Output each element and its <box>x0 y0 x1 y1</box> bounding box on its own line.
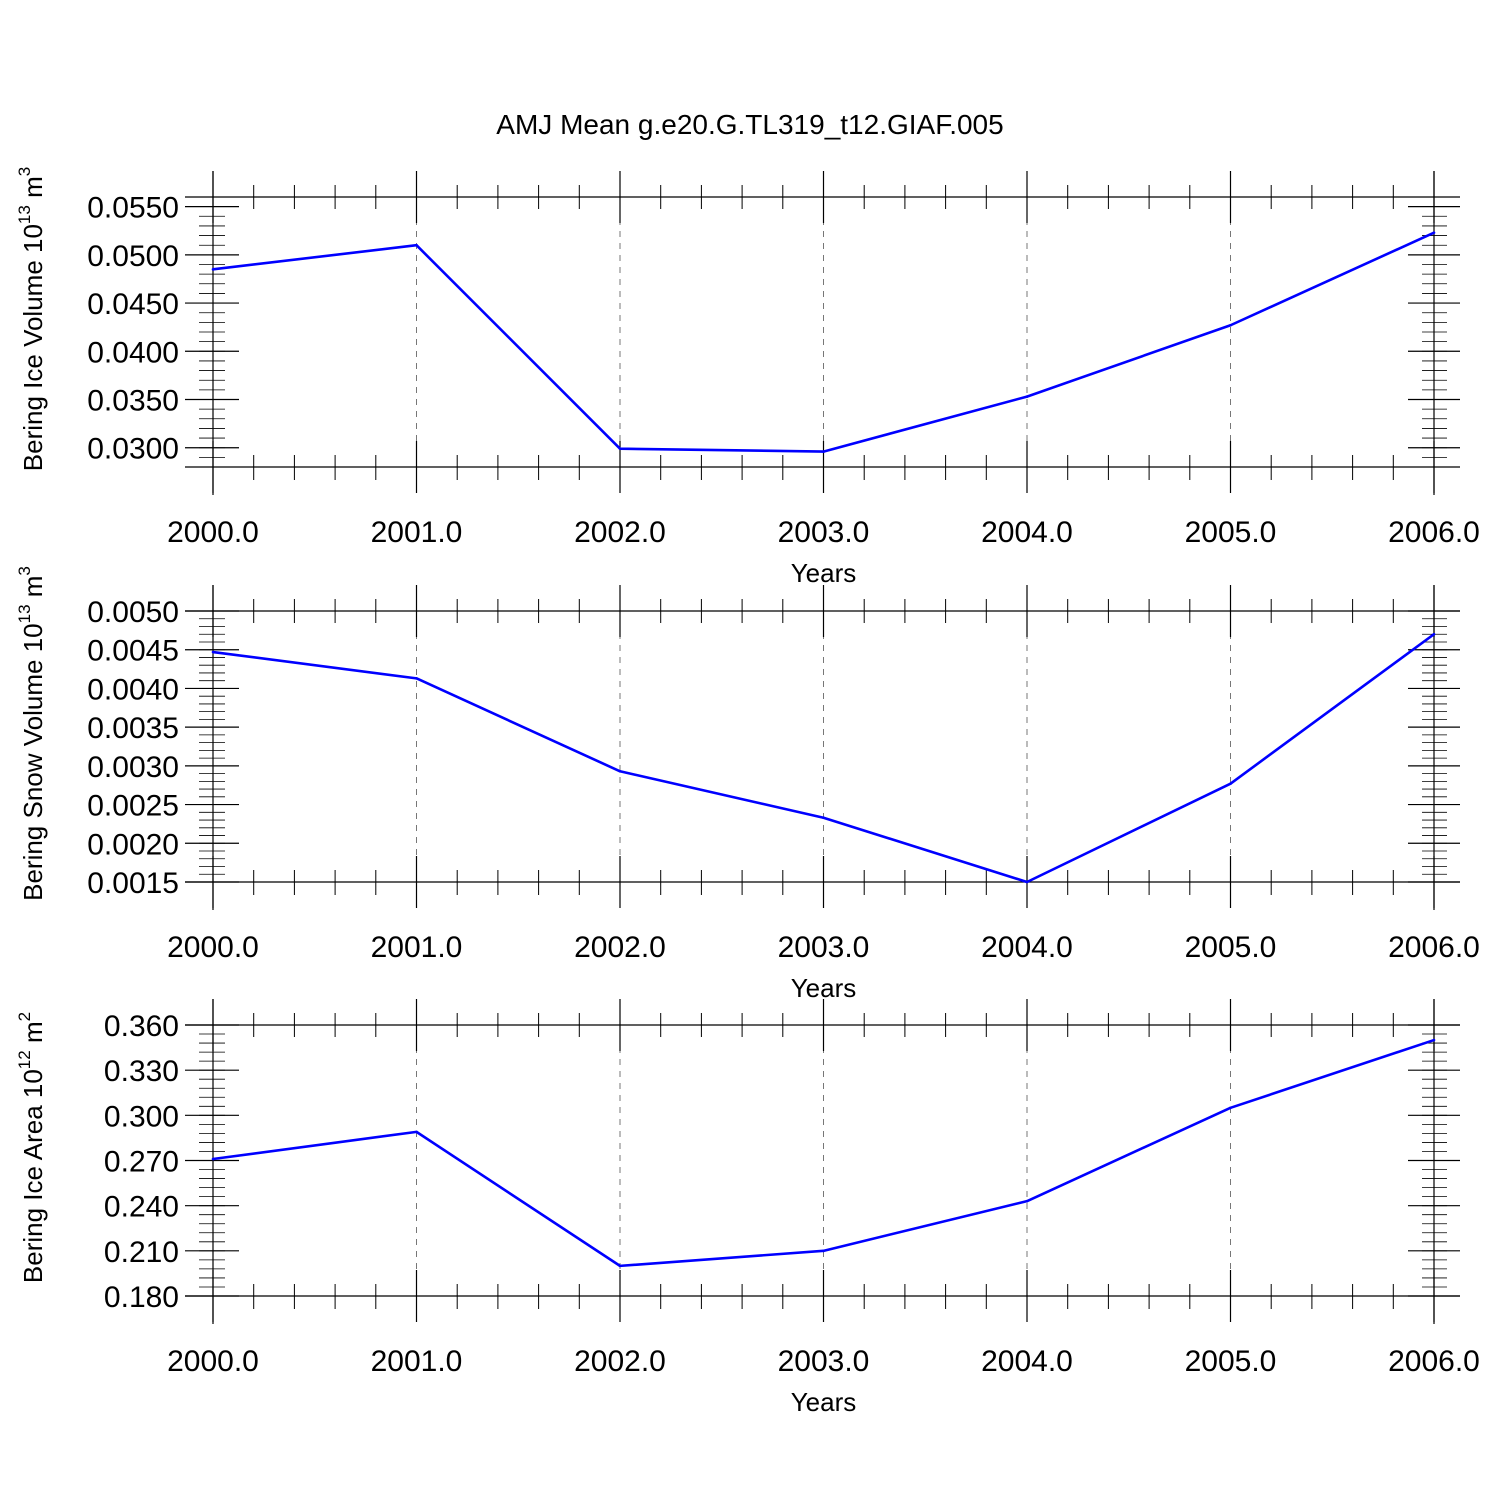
y-tick-label: 0.0025 <box>87 790 179 823</box>
data-point <box>1229 782 1232 785</box>
data-point <box>822 1249 825 1253</box>
data-point <box>618 1264 622 1268</box>
y-axis-title: Bering Ice Volume 1013 m3 <box>15 167 48 471</box>
data-point <box>211 268 215 271</box>
y-tick-label: 0.0500 <box>87 240 179 273</box>
panel-3: 2000.0 2001.0 2002.0 2003.0 2004.0 2005.0 2006… <box>15 999 1480 1417</box>
panel-2: 2000.0 2001.0 2002.0 2003.0 2004.0 2005.0 2006… <box>15 566 1480 1003</box>
x-tick-label: 2000.0 <box>167 1345 259 1378</box>
x-axis-title: Years <box>791 1387 857 1417</box>
data-point <box>1025 395 1029 398</box>
y-axis-title: Bering Snow Volume 1013 m3 <box>15 566 48 901</box>
y-tick-label: 0.330 <box>104 1055 179 1088</box>
x-tick-label: 2001.0 <box>371 931 463 964</box>
data-point <box>618 447 622 450</box>
y-tick-label: 0.0050 <box>87 596 179 629</box>
data-point <box>1025 1199 1029 1203</box>
axes-frame <box>185 171 1460 495</box>
axes-frame <box>185 999 1460 1324</box>
x-tick-label: 2005.0 <box>1185 1345 1277 1378</box>
x-axis-title: Years <box>791 558 857 588</box>
y-tick-label: 0.0300 <box>87 433 179 466</box>
x-tick-label: 2001.0 <box>371 516 463 549</box>
x-tick-label: 2000.0 <box>167 931 259 964</box>
x-tick-label: 2003.0 <box>778 516 870 549</box>
x-tick-label: 2002.0 <box>574 931 666 964</box>
y-tick-label: 0.0020 <box>87 828 179 861</box>
data-point <box>1432 231 1436 234</box>
axes-frame <box>185 585 1460 910</box>
data-point <box>415 1130 418 1134</box>
y-tick-label: 0.210 <box>104 1236 179 1269</box>
x-axis-title: Years <box>791 973 857 1003</box>
panels: 2000.0 2001.0 2002.0 2003.0 2004.0 2005.0 2006… <box>15 167 1480 1417</box>
x-tick-label: 2006.0 <box>1388 931 1480 964</box>
data-point <box>1229 1106 1232 1110</box>
x-tick-label: 2001.0 <box>371 1345 463 1378</box>
data-point <box>618 769 622 773</box>
y-tick-label: 0.300 <box>104 1100 179 1133</box>
y-tick-label: 0.240 <box>104 1191 179 1224</box>
data-point <box>415 677 418 680</box>
y-tick-label: 0.360 <box>104 1010 179 1043</box>
chart-title: AMJ Mean g.e20.G.TL319_t12.GIAF.005 <box>496 109 1003 140</box>
y-tick-label: 0.0040 <box>87 673 179 706</box>
data-point <box>211 650 215 654</box>
x-tick-label: 2005.0 <box>1185 931 1277 964</box>
x-tick-label: 2006.0 <box>1388 516 1480 549</box>
x-tick-label: 2003.0 <box>778 931 870 964</box>
x-tick-label: 2004.0 <box>981 1345 1073 1378</box>
panel-1: 2000.0 2001.0 2002.0 2003.0 2004.0 2005.0 2006… <box>15 167 1480 588</box>
data-point <box>1229 323 1232 327</box>
y-tick-label: 0.0450 <box>87 288 179 321</box>
data-point <box>822 816 825 820</box>
data-point <box>211 1157 215 1161</box>
x-tick-label: 2004.0 <box>981 516 1073 549</box>
y-tick-label: 0.0400 <box>87 336 179 369</box>
data-point <box>415 243 418 247</box>
y-tick-label: 0.180 <box>104 1281 179 1314</box>
y-tick-label: 0.270 <box>104 1146 179 1179</box>
x-tick-label: 2004.0 <box>981 931 1073 964</box>
y-tick-label: 0.0030 <box>87 751 179 784</box>
data-point <box>1025 880 1029 884</box>
y-tick-label: 0.0015 <box>87 867 179 900</box>
y-tick-label: 0.0350 <box>87 385 179 418</box>
data-point <box>1432 632 1436 636</box>
data-point <box>822 450 825 453</box>
x-tick-label: 2005.0 <box>1185 516 1277 549</box>
y-axis-title: Bering Ice Area 1012 m2 <box>15 1012 48 1283</box>
x-tick-label: 2000.0 <box>167 516 259 549</box>
x-tick-label: 2006.0 <box>1388 1345 1480 1378</box>
y-tick-label: 0.0045 <box>87 635 179 668</box>
y-tick-label: 0.0550 <box>87 192 179 225</box>
x-tick-label: 2003.0 <box>778 1345 870 1378</box>
data-point <box>1432 1038 1436 1042</box>
x-tick-label: 2002.0 <box>574 516 666 549</box>
x-tick-label: 2002.0 <box>574 1345 666 1378</box>
y-tick-label: 0.0035 <box>87 712 179 745</box>
